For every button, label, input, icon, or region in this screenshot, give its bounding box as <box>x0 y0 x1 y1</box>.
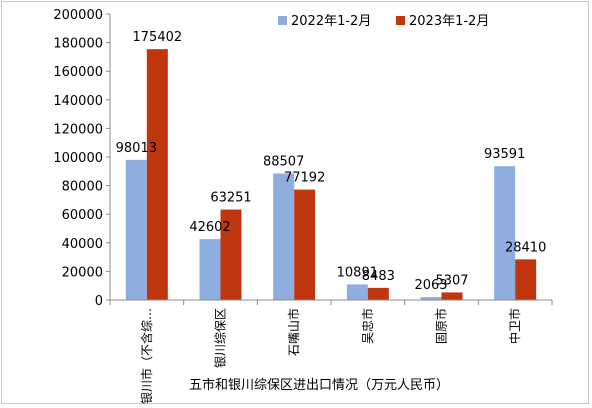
y-tick-label: 40000 <box>62 237 103 252</box>
y-tick-label: 200000 <box>53 8 103 23</box>
legend-label: 2023年1-2月 <box>409 14 489 29</box>
data-label: 5307 <box>435 273 468 288</box>
legend: 2022年1-2月 2023年1-2月 <box>278 14 489 29</box>
y-tick-label: 0 <box>95 294 103 309</box>
y-axis: 0 20000 40000 60000 80000 100000 120000 140000 1… <box>53 8 111 309</box>
legend-label: 2022年1-2月 <box>291 14 371 29</box>
data-label: 2063 <box>414 278 447 293</box>
bar-2023 <box>294 189 316 300</box>
data-label: 8483 <box>362 269 395 284</box>
bar-2022 <box>273 173 295 300</box>
y-tick-label: 100000 <box>53 151 103 166</box>
y-tick-label: 120000 <box>53 122 103 137</box>
data-label: 28410 <box>505 240 546 255</box>
data-label: 93591 <box>484 147 525 162</box>
bar-2023 <box>220 209 242 300</box>
bar-2023 <box>146 49 168 300</box>
bar-2022 <box>346 284 368 300</box>
y-tick-label: 60000 <box>62 208 103 223</box>
data-label: 98013 <box>116 141 157 156</box>
bar-2022 <box>199 239 221 300</box>
legend-swatch <box>278 16 287 25</box>
bar-2022 <box>494 166 516 300</box>
data-label: 63251 <box>210 191 251 206</box>
x-axis-title: 五市和银川综保区进出口情况（万元人民币） <box>189 377 449 393</box>
y-tick-label: 140000 <box>53 94 103 109</box>
x-category-label: 石嘴山市 <box>286 308 301 356</box>
y-tick-label: 180000 <box>53 37 103 52</box>
x-axis: 银川市（不含综… 银川综保区 石嘴山市 吴忠市 固原市 中卫市 <box>109 299 553 404</box>
x-category-label: 银川市（不含综… <box>139 308 154 404</box>
bar-2022 <box>125 159 147 300</box>
x-category-label: 固原市 <box>434 308 449 344</box>
bar-2023 <box>367 287 389 300</box>
data-label: 10891 <box>337 265 378 280</box>
x-category-label: 吴忠市 <box>360 308 375 344</box>
bar-2023 <box>515 259 537 300</box>
data-label: 175402 <box>133 30 183 45</box>
x-category-label: 银川综保区 <box>214 308 228 368</box>
x-category-label: 中卫市 <box>507 308 522 344</box>
bar-2022 <box>420 297 442 300</box>
data-label: 88507 <box>263 154 304 169</box>
legend-swatch <box>396 16 405 25</box>
data-label: 77192 <box>284 171 325 186</box>
y-tick-label: 20000 <box>62 265 103 280</box>
data-label: 42602 <box>189 220 230 235</box>
bar-2023 <box>441 292 463 300</box>
y-tick-label: 160000 <box>53 65 103 80</box>
data-labels: 98013 175402 42602 63251 88507 77192 108918483… <box>116 30 547 293</box>
y-tick-label: 80000 <box>62 180 103 195</box>
bars <box>125 49 537 300</box>
